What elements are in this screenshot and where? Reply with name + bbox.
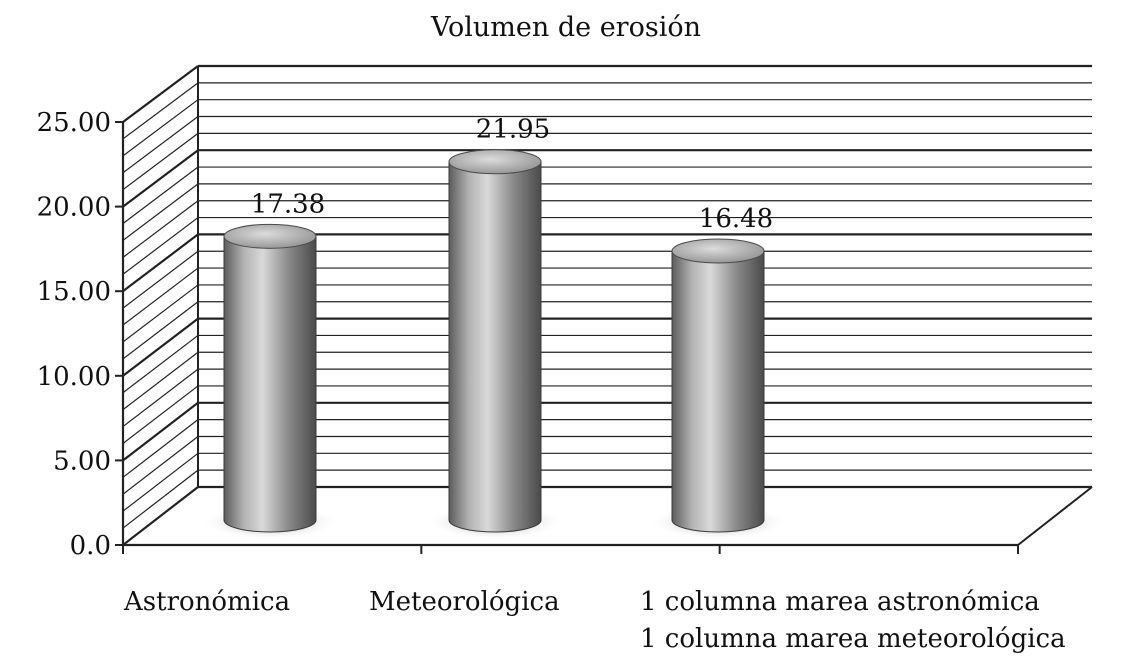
floor-right-edge <box>1017 486 1093 546</box>
gridline-side <box>122 452 199 512</box>
gridline-side <box>122 334 199 394</box>
y-tick-label: 20.00 <box>37 193 111 223</box>
y-tick-label: 25.00 <box>37 108 111 138</box>
bar-body <box>223 235 317 533</box>
value-label-2: 21.95 <box>476 115 550 145</box>
value-labels: 17.38 21.95 16.48 <box>251 115 773 234</box>
bar-top <box>671 238 765 264</box>
gridline-side <box>122 284 199 343</box>
gridline-side <box>122 166 199 224</box>
gridline-side <box>122 149 199 208</box>
gridline-side <box>122 267 199 326</box>
gridline-side <box>122 183 199 241</box>
plot-frame <box>121 66 1093 547</box>
gridline-side <box>122 301 199 360</box>
x-category-label: 1 columna marea meteorológica <box>640 624 1066 654</box>
gridline-side <box>122 317 199 377</box>
y-tick-label: 15.00 <box>37 277 111 307</box>
gridline-side <box>122 132 199 191</box>
x-category-label: Meteorológica <box>369 587 560 617</box>
x-axis-labels: Astronómica Meteorológica 1 columna marea … <box>123 587 1066 654</box>
gridline-side <box>122 200 199 258</box>
x-category-label: 1 columna marea astronómica <box>640 587 1040 617</box>
bar-body <box>671 250 765 533</box>
gridline-side <box>122 368 199 428</box>
gridline-side <box>122 65 199 123</box>
bar-3 <box>650 238 786 540</box>
gridline-side <box>122 99 199 157</box>
gridline-side <box>122 250 199 309</box>
y-axis-ticks: 0.0 5.00 10.00 15.00 20.00 25.00 <box>37 108 1019 561</box>
value-label-3: 16.48 <box>699 204 773 234</box>
gridline-side <box>122 401 199 462</box>
chart-title: Volumen de erosión <box>430 12 701 43</box>
bar-body <box>448 161 542 533</box>
gridline-side <box>122 82 199 140</box>
bar-top <box>448 149 542 175</box>
bar-2 <box>427 149 563 540</box>
gridline-side <box>122 217 199 275</box>
gridline-side <box>122 116 199 174</box>
bar-top <box>223 223 317 249</box>
y-tick-label: 10.00 <box>37 362 111 392</box>
y-tick-label: 0.0 <box>70 531 111 561</box>
gridline-side <box>122 419 199 478</box>
gridlines <box>122 64 1092 546</box>
gridline-side <box>122 233 199 293</box>
gridline-side <box>122 351 199 411</box>
x-category-label: Astronómica <box>123 587 290 617</box>
bar-1 <box>202 223 338 540</box>
gridline-side <box>122 385 199 444</box>
gridline-side <box>122 486 199 546</box>
gridline-side <box>122 469 199 529</box>
bars <box>202 149 786 540</box>
value-label-1: 17.38 <box>251 189 325 219</box>
gridline-side <box>122 436 199 495</box>
y-tick-label: 5.00 <box>53 446 111 476</box>
